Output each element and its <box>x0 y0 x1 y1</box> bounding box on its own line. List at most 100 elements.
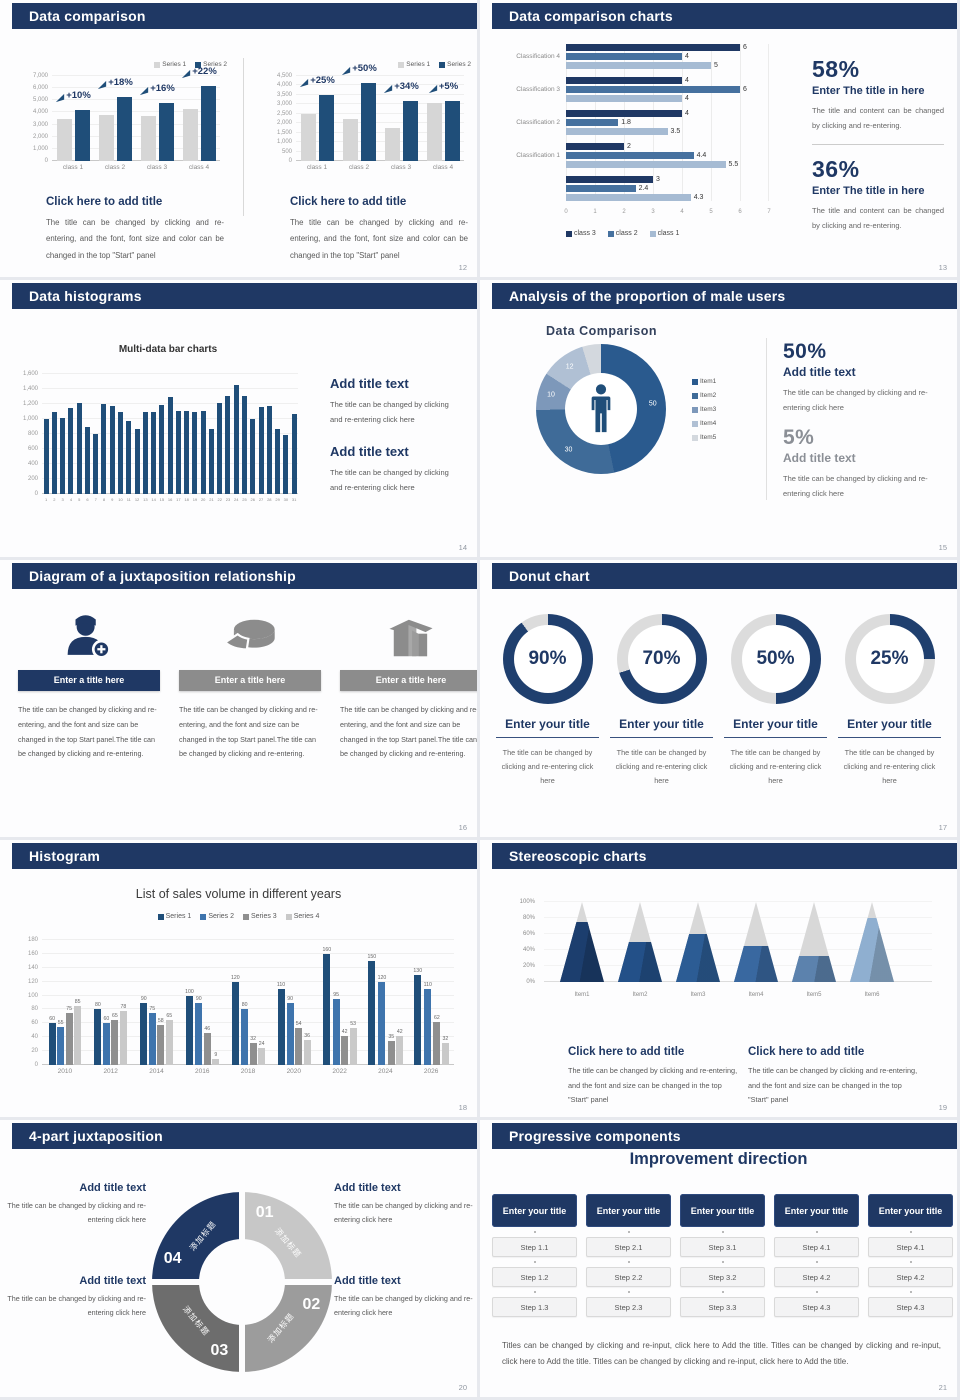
step-box: Step 4.2 <box>868 1267 953 1287</box>
bar-line: 4.4 <box>566 152 802 159</box>
x-tick-label: 28 <box>267 497 272 502</box>
bars: 4 1.8 3.5 <box>566 110 802 135</box>
x-tick-label: 18 <box>184 497 189 502</box>
bar <box>56 118 72 161</box>
slide-16[interactable]: Diagram of a juxtaposition relationship … <box>0 560 480 840</box>
bar <box>566 128 668 135</box>
grid-line <box>52 135 220 137</box>
x-tick-label: 7 <box>767 209 771 215</box>
y-tick-label: 4,500 <box>276 73 292 79</box>
stat-block: 5% Add title text The title can be chang… <box>783 426 935 501</box>
stat-percent: 5% <box>783 426 815 449</box>
x-tick-label: 29 <box>275 497 280 502</box>
bar <box>566 176 653 183</box>
connector-dot <box>533 1291 536 1293</box>
bar-group: 1 <box>42 374 50 502</box>
bar <box>566 95 682 102</box>
bar <box>225 395 231 494</box>
block-body: The title can be changed by clicking and… <box>46 218 224 260</box>
pyramid-fill <box>676 934 720 982</box>
bar <box>566 77 682 84</box>
bar-group: 110 90 54 36 2020 <box>271 940 317 1075</box>
y-tick-label: 1,000 <box>32 145 48 152</box>
bar-group: +10% class 1 <box>52 76 94 171</box>
chart-legend: Series 1 Series 2 <box>398 61 471 68</box>
bar-group: 9 <box>108 374 116 502</box>
legend-swatch <box>439 61 446 68</box>
segment-number: 04 <box>163 1250 182 1268</box>
text-block: Add title text The title can be changed … <box>6 1275 146 1319</box>
growth-annotation: +10% <box>40 90 106 103</box>
grid-line <box>544 949 932 950</box>
pyramid-fill <box>850 918 894 982</box>
bar-group: 19 <box>191 374 199 502</box>
value-label: 4 <box>685 77 689 84</box>
y-tick-label: 1,200 <box>22 401 38 407</box>
slide-18[interactable]: Histogram List of sales volume in differ… <box>0 840 480 1120</box>
y-tick-label: 180 <box>27 937 38 943</box>
stat-block: 58% Enter The title in here The title an… <box>812 56 944 234</box>
slide-19[interactable]: Stereoscopic charts 0% 20% 40% 60% 80% 100% It… <box>480 840 960 1120</box>
y-tick-label: 800 <box>27 431 38 437</box>
panel-divider <box>766 338 767 500</box>
legend-swatch <box>692 420 698 427</box>
value-label: 4 <box>685 53 689 60</box>
bar <box>378 981 386 1065</box>
stat-heading: Enter The title in here <box>812 85 925 97</box>
slide-13[interactable]: Data comparison charts Classification 4 6… <box>480 0 960 280</box>
gauge-percent: 25% <box>870 648 909 669</box>
stat-body: The title and content can be changed by … <box>812 206 944 230</box>
bar-wrap: 90 <box>286 995 294 1065</box>
slide-14[interactable]: Data histograms Multi-data bar charts 0 2… <box>0 280 480 560</box>
bar <box>140 116 156 161</box>
chart-legend: class 3 class 2 class 1 <box>566 230 802 237</box>
stat-heading: Add title text <box>783 451 856 465</box>
bar-wrap: 75 <box>148 1006 156 1065</box>
y-tick-label: 40 <box>31 1034 38 1041</box>
x-tick-label: Item4 <box>748 992 764 998</box>
legend-swatch <box>285 913 292 920</box>
bar-group: +16% class 3 <box>136 76 178 171</box>
value-label: 2 <box>627 143 631 150</box>
slide-20[interactable]: 4-part juxtaposition 01 02 03 04 添加标题 添加标题 添加标… <box>0 1120 480 1400</box>
bar-group: 30 <box>282 374 290 502</box>
grid-line <box>42 994 454 996</box>
y-tick-label: 5,000 <box>32 97 48 104</box>
bars: 6 4 5 <box>566 44 802 69</box>
legend-item: Item4 <box>692 420 716 427</box>
block-body: The title can be changed by clicking and… <box>568 1066 738 1105</box>
bar-wrap: 35 <box>387 1034 395 1065</box>
step-column: Enter your title Step 3.1 Step 3.2 Step 3.3 <box>680 1194 765 1317</box>
segment-value-label: 50 <box>648 400 657 408</box>
horizontal-bar-chart: Classification 4 6 4 5 Classification 3 4 6 4 Cl… <box>502 44 802 237</box>
bar-line: 4 <box>566 95 802 102</box>
slide-15[interactable]: Analysis of the proportion of male users… <box>480 280 960 560</box>
bar-wrap: 55 <box>57 1020 65 1065</box>
slide-12[interactable]: Data comparison Series 1 Series 2 0 1,000… <box>0 0 480 280</box>
step-box: Step 1.1 <box>492 1237 577 1257</box>
slide-21[interactable]: Progressive components Improvement direc… <box>480 1120 960 1400</box>
bar <box>295 1027 303 1065</box>
bar-group: 150 120 35 42 2024 <box>362 940 408 1075</box>
bar-group: 60 55 75 85 2010 <box>42 940 88 1075</box>
bar-group: 120 80 32 24 2018 <box>225 940 271 1075</box>
legend-swatch <box>692 378 698 385</box>
bar-line: 3 <box>566 176 802 183</box>
pyramid <box>618 902 662 982</box>
gauge-percent: 70% <box>642 648 681 669</box>
gauge-title: Enter your title <box>724 717 827 738</box>
slide-17[interactable]: Donut chart 90% Enter your title The title… <box>480 560 960 840</box>
legend-item: Series 2 <box>439 61 471 68</box>
text-block: Click here to add title The title can be… <box>748 1046 920 1108</box>
x-tick-label: 27 <box>258 497 264 502</box>
growth-annotation: +5% <box>410 81 476 93</box>
x-tick-label: Item1 <box>574 992 590 998</box>
value-label: 90 <box>287 995 294 1002</box>
bar-wrap: 160 <box>322 946 332 1065</box>
legend-swatch <box>243 913 249 920</box>
bar <box>318 94 334 161</box>
x-tick-label: 17 <box>176 497 181 502</box>
grid-line <box>544 917 932 918</box>
value-label: 160 <box>322 946 332 953</box>
bar-group: 7 <box>92 374 100 502</box>
